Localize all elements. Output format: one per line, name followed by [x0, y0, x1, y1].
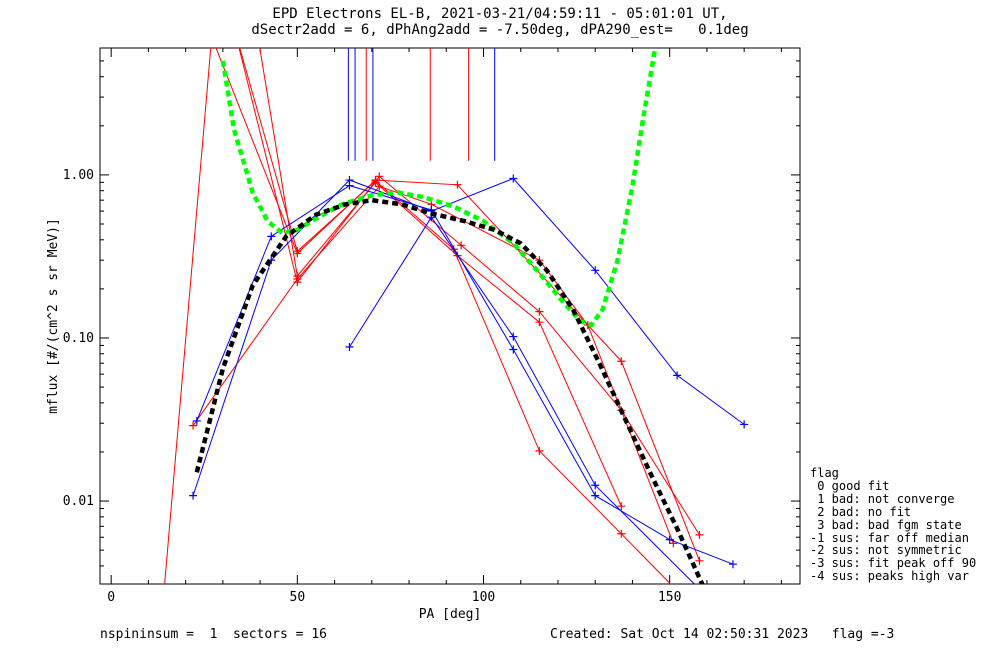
series-line — [192, 177, 745, 496]
data-point-plus — [535, 307, 544, 316]
data-point-plus — [591, 266, 600, 275]
data-point-plus — [293, 274, 302, 283]
legend-item-fit-peak-off-90: -3 sus: fit peak off 90 — [810, 556, 977, 571]
footer-spin-info: nspininsum = 1 sectors = 16 — [100, 627, 327, 642]
data-point-plus — [509, 345, 518, 354]
black-fit-curve — [194, 197, 705, 584]
data-point-plus — [673, 371, 682, 380]
data-point-plus — [457, 241, 466, 250]
data-point-plus — [509, 332, 518, 341]
data-point-plus — [375, 172, 384, 181]
data-point-plus — [695, 530, 704, 539]
data-point-plus — [189, 421, 198, 430]
data-point-plus — [345, 181, 354, 190]
data-layer — [159, 48, 749, 606]
data-point-plus — [740, 420, 749, 429]
data-point-plus — [617, 502, 626, 511]
data-point-plus — [371, 176, 380, 185]
plot-frame — [99, 47, 801, 585]
data-point-plus — [192, 416, 201, 425]
chart-title-line-1: EPD Electrons EL-B, 2021-03-21/04:59:11 … — [272, 6, 728, 22]
data-point-plus — [665, 535, 674, 544]
axes: 0 50 100 150 0.01 0.10 1.00 — [63, 47, 800, 605]
data-point-plus — [535, 318, 544, 327]
x-tick-label: 100 — [472, 590, 495, 605]
data-point-plus — [189, 491, 198, 500]
data-point-plus — [591, 491, 600, 500]
data-point-plus — [509, 174, 518, 183]
series-line — [196, 185, 734, 565]
data-point-plus — [684, 598, 692, 606]
legend-item-bad-fgm-state: 3 bad: bad fgm state — [810, 517, 962, 532]
legend-title: flag — [810, 466, 839, 480]
series-line — [349, 216, 696, 584]
y-tick-label: 0.10 — [63, 331, 94, 346]
legend-item-good-fit: 0 good fit — [810, 478, 890, 493]
y-tick-label: 0.01 — [63, 494, 94, 509]
data-point-plus — [535, 446, 544, 455]
data-point-plus — [728, 560, 737, 569]
data-point-plus — [591, 481, 600, 490]
x-tick-label: 150 — [658, 590, 681, 605]
x-axis-label: PA [deg] — [419, 607, 482, 622]
data-point-plus — [159, 595, 167, 603]
data-point-plus — [617, 357, 626, 366]
flag-legend: flag 0 good fit 1 bad: not converge 2 ba… — [810, 467, 976, 583]
legend-item-not-converge: 1 bad: not converge — [810, 491, 955, 506]
green-fit-curve — [220, 50, 658, 328]
legend-item-not-symmetric: -2 sus: not symmetric — [810, 543, 962, 558]
legend-item-far-off-median: -1 sus: far off median — [810, 530, 969, 545]
data-point-plus — [267, 232, 276, 241]
data-point-plus — [617, 529, 626, 538]
x-tick-label: 50 — [290, 590, 306, 605]
chart-title-line-2: dSectr2add = 6, dPhAng2add = -7.50deg, d… — [251, 22, 749, 38]
data-point-plus — [293, 247, 302, 256]
series-line — [239, 48, 672, 584]
x-tick-label: 0 — [107, 590, 115, 605]
series-line — [164, 48, 700, 584]
y-tick-label: 1.00 — [63, 168, 94, 183]
data-point-plus — [695, 556, 704, 565]
footer-created-info: Created: Sat Oct 14 02:50:31 2023 flag =… — [550, 627, 895, 642]
data-point-plus — [703, 592, 711, 600]
y-axis-label: mflux [#/(cm^2 s sr MeV)] — [46, 218, 61, 414]
legend-item-no-fit: 2 bad: no fit — [810, 504, 912, 519]
legend-item-peaks-high-var: -4 sus: peaks high var — [810, 569, 969, 584]
data-point-plus — [453, 180, 462, 189]
data-point-plus — [345, 343, 354, 352]
series-line — [259, 48, 622, 507]
